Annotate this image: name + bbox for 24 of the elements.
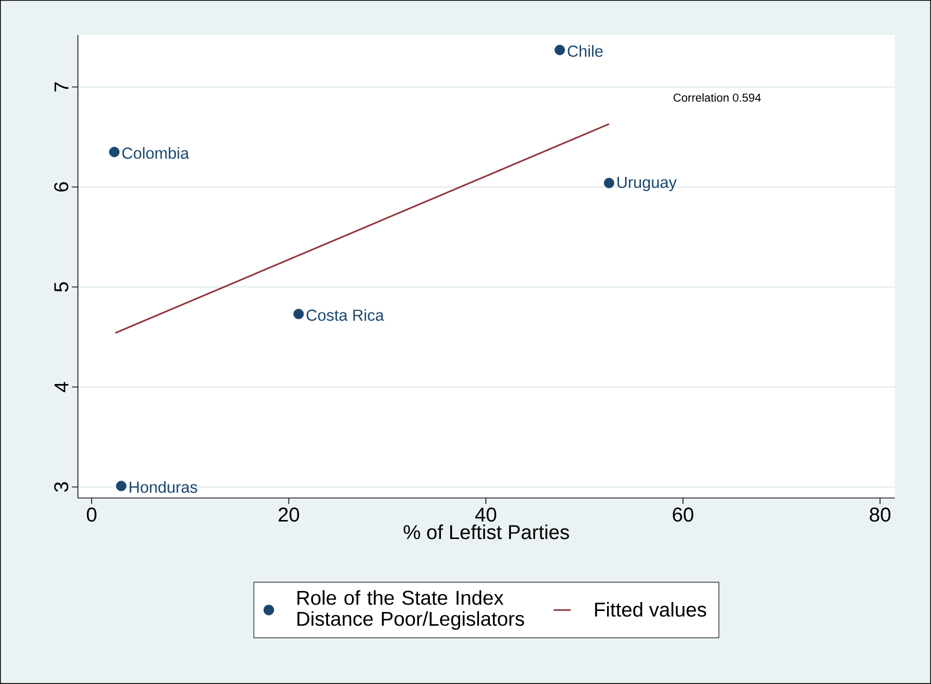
y-tick-label: 4 [54,382,68,392]
annotation: Honduras [130,481,198,493]
annotation: Chile [568,45,603,57]
y-tick-label: 5 [54,282,68,292]
point [116,480,126,492]
y-tick-label: 7 [54,82,68,92]
legend-label: Role of the State Index Distance Poor/Legislators [297,590,524,630]
legend-label: Fitted values [595,602,706,617]
annotation: Colombia [122,147,190,159]
point [604,178,614,188]
annotation: Uruguay [617,176,677,192]
point [554,44,565,56]
x-tick-label: 20 [278,508,300,522]
x-tick-label: 0 [86,508,96,522]
point [109,146,120,158]
y-tick-label: 6 [54,182,68,192]
x-tick-label: 80 [870,508,890,522]
y-tick-label: 3 [54,482,68,492]
annotation: Costa Rica [306,309,384,321]
x-tick-label: 60 [672,508,694,522]
x-axis-title: % of Leftist Parties [404,524,569,540]
x-tick-label: 40 [475,508,496,522]
annotation: Correlation 0.594 [674,93,761,102]
point [293,308,304,320]
